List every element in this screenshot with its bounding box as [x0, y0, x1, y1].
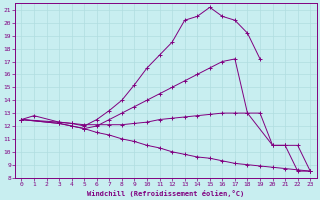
- X-axis label: Windchill (Refroidissement éolien,°C): Windchill (Refroidissement éolien,°C): [87, 190, 244, 197]
